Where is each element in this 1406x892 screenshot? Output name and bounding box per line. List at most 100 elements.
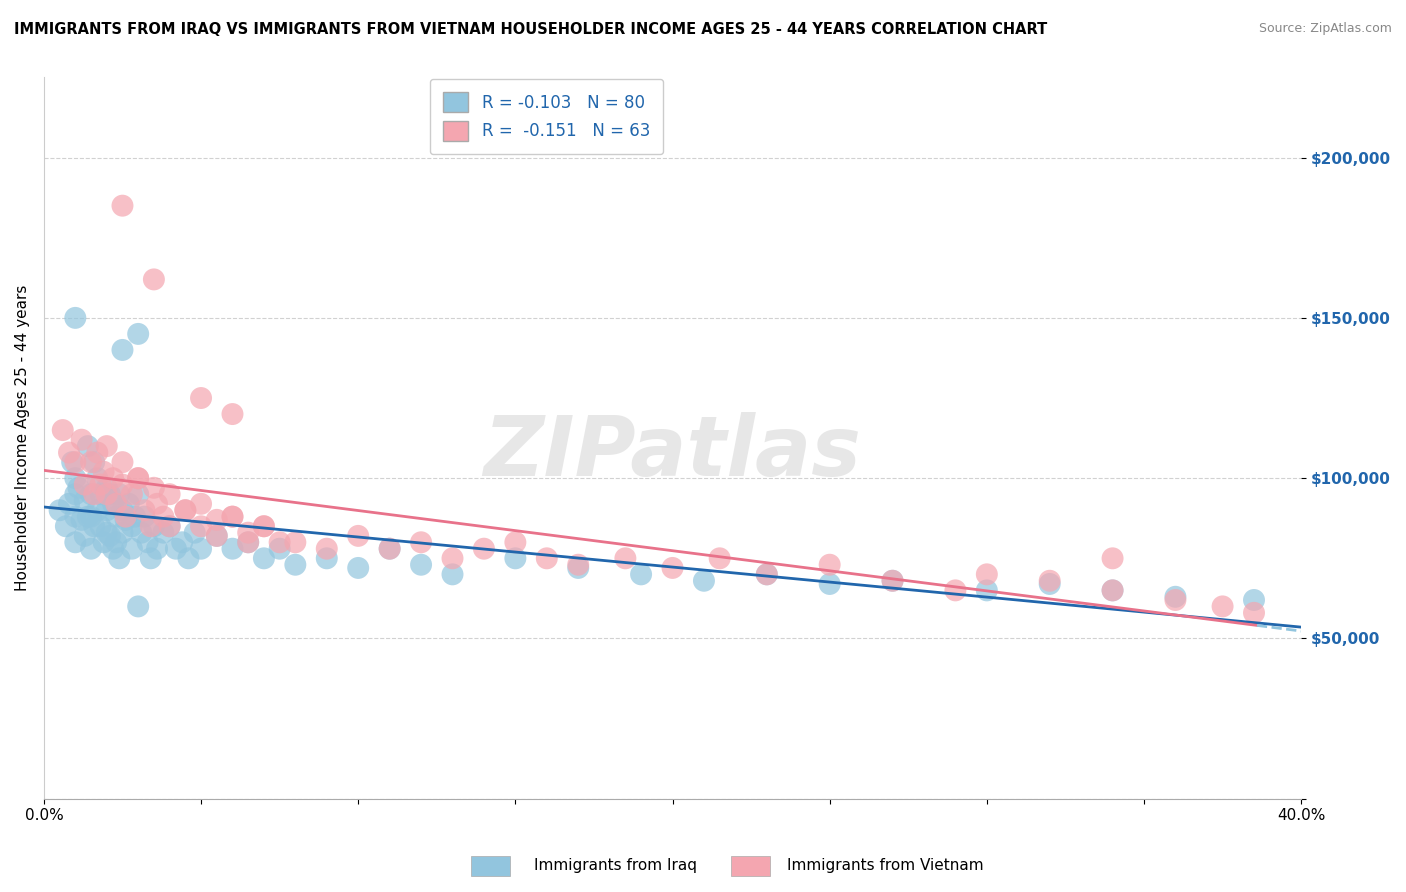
Point bbox=[127, 471, 149, 485]
Point bbox=[221, 407, 243, 421]
Point bbox=[159, 519, 181, 533]
Point bbox=[89, 487, 111, 501]
Point bbox=[409, 535, 432, 549]
Point bbox=[121, 519, 143, 533]
Point bbox=[1243, 606, 1265, 620]
Point bbox=[142, 519, 165, 533]
Point bbox=[60, 455, 83, 469]
Point bbox=[96, 439, 118, 453]
Point bbox=[472, 541, 495, 556]
Point bbox=[121, 541, 143, 556]
Point bbox=[52, 423, 75, 437]
Point bbox=[139, 519, 162, 533]
Text: ZIPatlas: ZIPatlas bbox=[484, 412, 862, 493]
Point bbox=[105, 509, 128, 524]
Point bbox=[80, 487, 103, 501]
Point bbox=[174, 503, 197, 517]
Point bbox=[1212, 599, 1234, 614]
Point bbox=[55, 519, 77, 533]
Point bbox=[238, 535, 260, 549]
Point bbox=[1101, 583, 1123, 598]
Point bbox=[93, 535, 115, 549]
Point bbox=[269, 541, 291, 556]
Point bbox=[111, 199, 134, 213]
Point bbox=[661, 561, 683, 575]
Point bbox=[284, 535, 307, 549]
Point bbox=[1101, 583, 1123, 598]
Point bbox=[505, 535, 527, 549]
Point bbox=[65, 535, 87, 549]
Point bbox=[83, 487, 105, 501]
Point bbox=[96, 487, 118, 501]
Point bbox=[142, 272, 165, 286]
Point bbox=[80, 455, 103, 469]
Point bbox=[114, 513, 136, 527]
Point bbox=[1039, 574, 1062, 588]
Point bbox=[86, 445, 108, 459]
Point bbox=[190, 497, 212, 511]
Point bbox=[70, 433, 93, 447]
Point bbox=[1101, 551, 1123, 566]
Point bbox=[127, 326, 149, 341]
Point bbox=[105, 535, 128, 549]
Point bbox=[315, 551, 337, 566]
Y-axis label: Householder Income Ages 25 - 44 years: Householder Income Ages 25 - 44 years bbox=[15, 285, 30, 591]
Point bbox=[134, 509, 156, 524]
Point bbox=[77, 439, 100, 453]
Point bbox=[284, 558, 307, 572]
Point bbox=[253, 551, 276, 566]
Point bbox=[101, 541, 124, 556]
Point bbox=[146, 497, 169, 511]
Point bbox=[755, 567, 778, 582]
Point bbox=[48, 503, 70, 517]
Point bbox=[184, 525, 207, 540]
Point bbox=[567, 558, 589, 572]
Point bbox=[441, 551, 464, 566]
Point bbox=[976, 567, 998, 582]
Point bbox=[152, 509, 174, 524]
Point bbox=[630, 567, 652, 582]
Point bbox=[65, 487, 87, 501]
Point bbox=[882, 574, 904, 588]
Point bbox=[101, 471, 124, 485]
Point bbox=[136, 535, 159, 549]
Point bbox=[315, 541, 337, 556]
Point bbox=[221, 509, 243, 524]
Point bbox=[976, 583, 998, 598]
Point bbox=[409, 558, 432, 572]
Point bbox=[124, 509, 146, 524]
Point bbox=[134, 503, 156, 517]
Point bbox=[253, 519, 276, 533]
Point bbox=[73, 493, 96, 508]
Point bbox=[177, 551, 200, 566]
Point bbox=[70, 513, 93, 527]
Point bbox=[142, 481, 165, 495]
Point bbox=[347, 529, 370, 543]
Point bbox=[108, 551, 131, 566]
Point bbox=[77, 509, 100, 524]
Point bbox=[96, 525, 118, 540]
Point bbox=[98, 529, 121, 543]
Point bbox=[174, 503, 197, 517]
Text: Immigrants from Vietnam: Immigrants from Vietnam bbox=[787, 858, 984, 872]
Point bbox=[1039, 577, 1062, 591]
Point bbox=[118, 497, 141, 511]
Point bbox=[818, 577, 841, 591]
Point bbox=[378, 541, 401, 556]
Point bbox=[205, 513, 228, 527]
Point bbox=[65, 310, 87, 325]
Point bbox=[105, 497, 128, 511]
Point bbox=[83, 519, 105, 533]
Point bbox=[536, 551, 558, 566]
Point bbox=[111, 525, 134, 540]
Point bbox=[80, 509, 103, 524]
Point bbox=[693, 574, 716, 588]
Point bbox=[190, 391, 212, 405]
Point bbox=[755, 567, 778, 582]
Point bbox=[152, 525, 174, 540]
Point bbox=[65, 455, 87, 469]
Point bbox=[1243, 593, 1265, 607]
Point bbox=[945, 583, 967, 598]
Point bbox=[190, 519, 212, 533]
Point bbox=[86, 503, 108, 517]
